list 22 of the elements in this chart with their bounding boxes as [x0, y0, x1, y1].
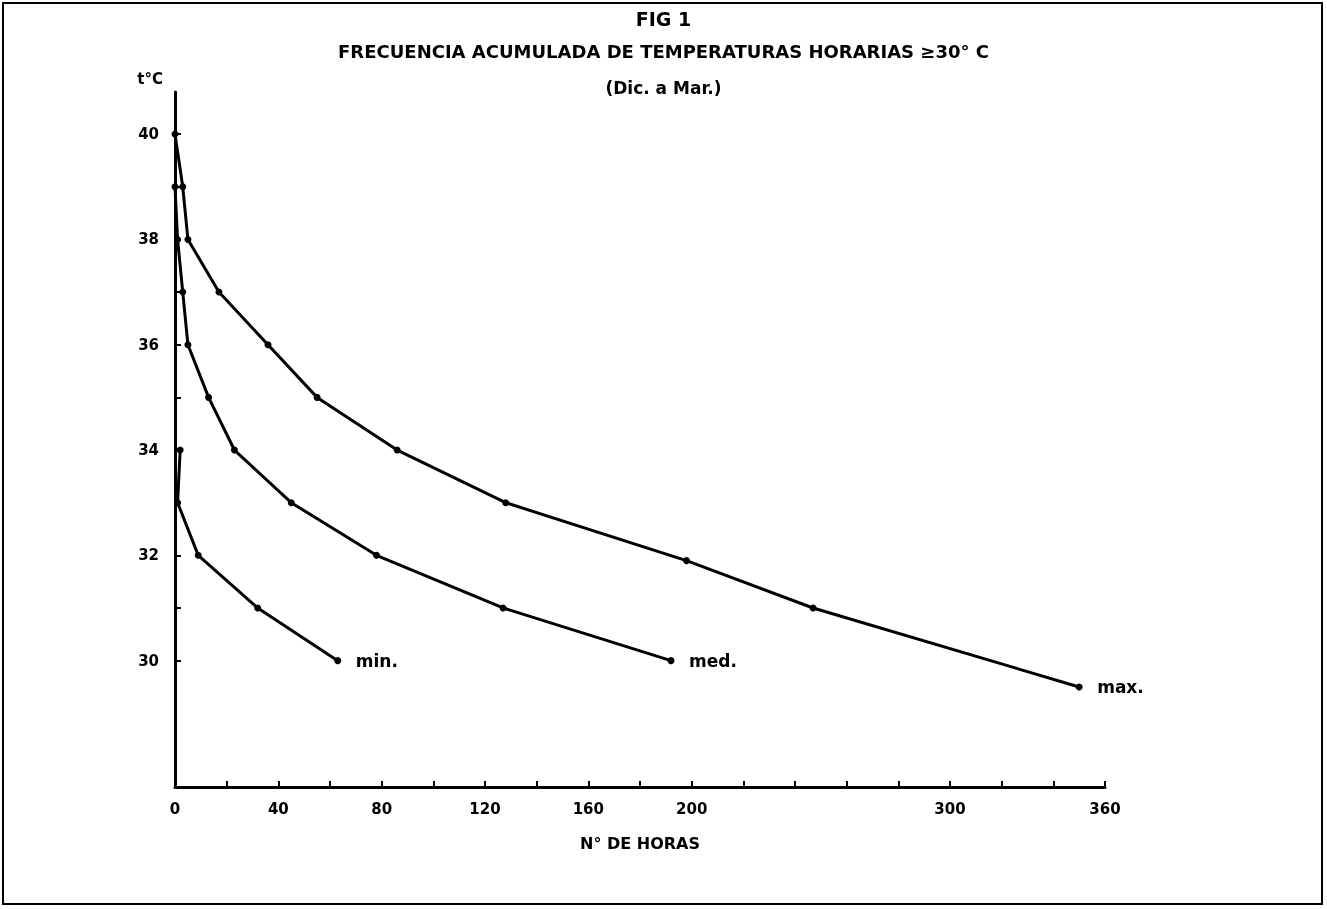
series-label: med.: [689, 650, 737, 671]
chart-title: FIG 1: [635, 7, 692, 30]
x-tick-label: 80: [371, 799, 393, 818]
y-tick-label: 34: [138, 441, 159, 460]
series-label: min.: [355, 650, 398, 671]
y-tick-label: 32: [138, 546, 159, 565]
x-tick-label: 160: [572, 799, 604, 818]
x-tick-label: 40: [267, 799, 289, 818]
y-tick-label: 40: [138, 125, 159, 144]
x-tick-label: 360: [1089, 799, 1121, 818]
y-tick-label: 30: [138, 651, 159, 670]
x-tick-label: 0: [169, 799, 181, 818]
chart-subtitle: FRECUENCIA ACUMULADA DE TEMPERATURAS HORARIAS ≥30° C: [338, 40, 989, 62]
y-axis-title: t°C: [137, 69, 163, 88]
y-tick-label: 38: [138, 230, 159, 249]
x-tick-label: 200: [676, 799, 708, 818]
x-tick-label: 120: [469, 799, 501, 818]
x-tick-label: 300: [934, 799, 966, 818]
y-tick-label: 36: [138, 335, 159, 354]
x-axis-title: N° DE HORAS: [580, 833, 700, 853]
series-label: max.: [1097, 676, 1144, 697]
annotation: (Dic. a Mar.): [605, 77, 722, 98]
